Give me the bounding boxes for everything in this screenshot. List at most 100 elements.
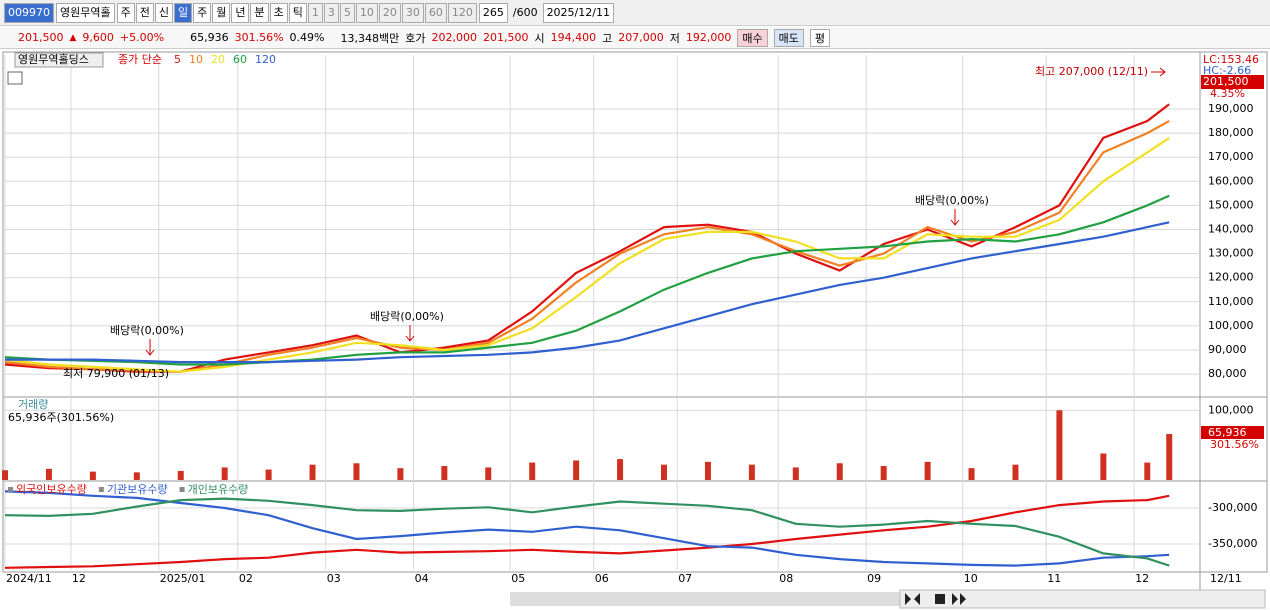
- period-button[interactable]: 120: [447, 2, 477, 23]
- legend-swatch: [98, 487, 104, 492]
- ask: 201,500: [482, 31, 529, 44]
- code-input[interactable]: 009970: [4, 2, 54, 23]
- side-label: 201,500: [1203, 75, 1249, 88]
- y-tick-label: 190,000: [1208, 102, 1254, 115]
- high: 207,000: [618, 31, 664, 44]
- chart-controls[interactable]: [899, 589, 1266, 609]
- eval-button[interactable]: 평: [809, 28, 830, 47]
- volume-bar: [661, 464, 668, 480]
- volume-bar: [441, 466, 448, 480]
- chart-frame: [2, 51, 1268, 573]
- x-tick-label: 02: [239, 572, 253, 585]
- volume-bar: [89, 471, 96, 480]
- date-input[interactable]: 2025/12/11: [542, 2, 614, 23]
- period-button[interactable]: 10: [355, 2, 378, 23]
- buy-button[interactable]: 매수: [737, 28, 768, 47]
- title-box: [14, 52, 104, 68]
- legend-entry: 개인보유수량: [188, 483, 249, 496]
- volume-bar: [968, 468, 975, 480]
- x-end-label: 12/11: [1210, 572, 1242, 585]
- volume-bar: [45, 468, 52, 480]
- period-button[interactable]: 분: [250, 2, 269, 23]
- stock-name[interactable]: 영원무역홀: [56, 2, 115, 23]
- y-tick-label: -300,000: [1208, 501, 1257, 514]
- period-buttons: 주 전 신 일 주 월 년 분 초 틱 1 3 5 10 20 30 60 120: [116, 2, 477, 23]
- volume-bar: [792, 467, 799, 480]
- x-tick-label: 04: [415, 572, 429, 585]
- series-line: [4, 490, 1170, 567]
- panel-title: 거래량: [18, 398, 48, 411]
- volume-bar: [1056, 410, 1063, 480]
- sell-button[interactable]: 매도: [773, 28, 804, 47]
- volume: 65,936: [190, 31, 229, 44]
- period-button[interactable]: 초: [269, 2, 288, 23]
- volume-rate: 301.56%: [234, 31, 284, 44]
- legend-swatch: [179, 487, 185, 492]
- y-tick-label: 150,000: [1208, 198, 1254, 211]
- annotation: 최고 207,000 (12/11): [1035, 65, 1148, 78]
- scrollbar[interactable]: [510, 592, 900, 606]
- count[interactable]: 265: [478, 2, 508, 23]
- volume-bar: [265, 469, 272, 480]
- y-tick-label: 110,000: [1208, 295, 1254, 308]
- x-tick-label: 11: [1047, 572, 1061, 585]
- legend-entry: 120: [255, 53, 276, 66]
- period-button[interactable]: 전: [135, 2, 154, 23]
- side-label: HC:-2.66: [1203, 64, 1251, 77]
- period-button[interactable]: 주: [193, 2, 212, 23]
- period-button[interactable]: 1: [307, 2, 323, 23]
- low-label: 저: [669, 31, 680, 45]
- bid: 202,000: [431, 31, 477, 44]
- annotation-arrow: [1151, 67, 1166, 77]
- period-button[interactable]: 주: [116, 2, 135, 23]
- y-tick-label: 100,000: [1208, 319, 1254, 332]
- volume-bar: [748, 464, 755, 480]
- y-tick-label: 130,000: [1208, 247, 1254, 260]
- volume-bar: [353, 463, 360, 480]
- legend-entry: 기관보유수량: [107, 483, 168, 496]
- volume-bar: [704, 461, 711, 480]
- period-button[interactable]: 일: [173, 2, 193, 23]
- y-tick-label: 140,000: [1208, 222, 1254, 235]
- volume-bar: [617, 459, 624, 480]
- x-tick-label: 12: [1135, 572, 1149, 585]
- volume-bar: [221, 467, 228, 480]
- x-tick-label: 06: [595, 572, 609, 585]
- y-tick-label: 80,000: [1208, 367, 1247, 380]
- period-button[interactable]: 5: [339, 2, 355, 23]
- volume-bar: [2, 470, 8, 480]
- volume-bar: [397, 468, 404, 480]
- volume-bar: [836, 463, 843, 480]
- volume-current: 65,936: [1208, 426, 1247, 439]
- count-total: /600: [512, 5, 538, 19]
- y-tick-label: 120,000: [1208, 271, 1254, 284]
- volume-bar: [1012, 464, 1019, 480]
- legend-prefix: 종가 단순: [118, 53, 162, 66]
- annotation: 배당락(0,00%): [370, 310, 444, 323]
- series-line: [4, 194, 1170, 366]
- annotation-arrow: [405, 325, 415, 342]
- price: 201,500: [18, 31, 64, 44]
- y-tick-label: 160,000: [1208, 174, 1254, 187]
- y-tick-label: 100,000: [1208, 403, 1254, 416]
- period-button[interactable]: 틱: [288, 2, 307, 23]
- period-button[interactable]: 신: [154, 2, 173, 23]
- period-button[interactable]: 30: [401, 2, 424, 23]
- x-tick-label: 08: [779, 572, 793, 585]
- legend-entry: 외국인보유수량: [16, 483, 87, 496]
- period-button[interactable]: 3: [323, 2, 339, 23]
- period-button[interactable]: 월: [212, 2, 231, 23]
- period-button[interactable]: 60: [424, 2, 447, 23]
- grid-icon[interactable]: [7, 71, 23, 85]
- amount: 13,348백만: [340, 31, 400, 45]
- volume-bar: [1100, 453, 1107, 480]
- playback-icons[interactable]: [905, 593, 966, 605]
- legend-entry: 20: [211, 53, 225, 66]
- period-button[interactable]: 20: [378, 2, 401, 23]
- series-line: [5, 221, 1170, 364]
- volume-rate: 301.56%: [1210, 438, 1259, 451]
- period-button[interactable]: 년: [231, 2, 250, 23]
- volume-bar: [924, 461, 931, 480]
- bid-label: 호가: [405, 31, 426, 45]
